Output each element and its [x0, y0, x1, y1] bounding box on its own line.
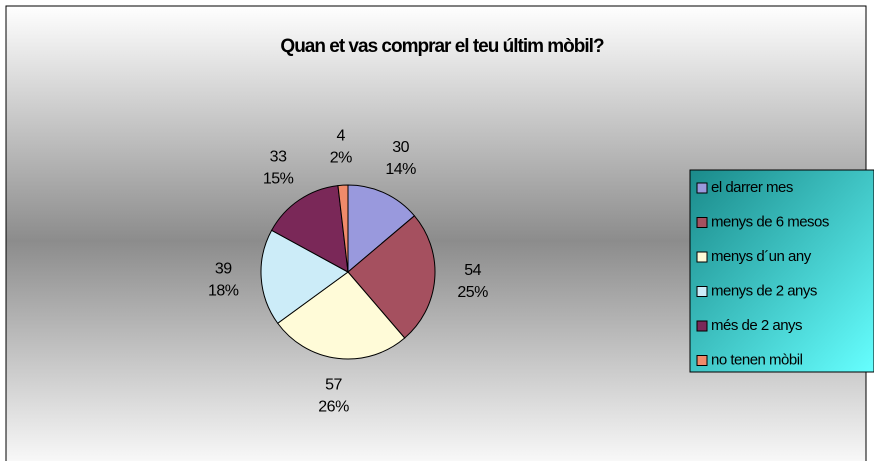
pie-slice — [260, 229, 349, 324]
legend-swatch — [696, 320, 708, 332]
data-label: 30 — [392, 139, 409, 156]
data-label: 14% — [385, 161, 416, 178]
pie-slice — [347, 215, 436, 339]
legend-label: el darrer mes — [711, 179, 793, 196]
data-label: 26% — [318, 398, 349, 415]
legend-label: més de 2 anys — [711, 317, 802, 334]
legend-label: menys de 6 mesos — [711, 213, 829, 230]
pie-slice — [276, 271, 406, 360]
pie-slice — [337, 184, 349, 273]
data-label: 57 — [325, 376, 342, 393]
data-label: 33 — [270, 149, 287, 166]
data-label: 18% — [208, 282, 239, 299]
chart-title: Quan et vas comprar el teu últim mòbil? — [280, 36, 604, 57]
legend-label: no tenen mòbil — [711, 351, 803, 368]
legend-swatch — [696, 251, 708, 263]
legend-swatch — [696, 182, 708, 194]
data-label: 54 — [464, 262, 481, 279]
legend-swatch — [696, 355, 708, 366]
data-label: 4 — [337, 127, 346, 144]
data-label: 25% — [457, 284, 488, 301]
pie-slice — [270, 185, 349, 273]
legend-swatch — [696, 286, 708, 297]
pie-slice — [347, 184, 416, 274]
legend-label: menys de 2 anys — [711, 282, 817, 299]
legend — [689, 169, 874, 373]
legend-swatch — [696, 217, 708, 228]
data-label: 15% — [263, 171, 294, 188]
legend-label: menys d´un any — [711, 248, 812, 265]
data-label: 2% — [330, 149, 352, 166]
data-label: 39 — [215, 260, 232, 277]
